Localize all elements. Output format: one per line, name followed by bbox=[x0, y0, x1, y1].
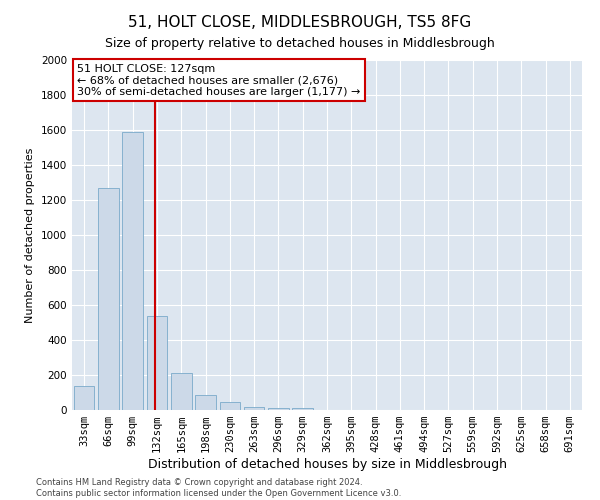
Bar bbox=[146, 316, 167, 410]
Text: 51, HOLT CLOSE, MIDDLESBROUGH, TS5 8FG: 51, HOLT CLOSE, MIDDLESBROUGH, TS5 8FG bbox=[128, 15, 472, 30]
Bar bbox=[74, 386, 94, 410]
X-axis label: Distribution of detached houses by size in Middlesbrough: Distribution of detached houses by size … bbox=[148, 458, 506, 471]
Bar bbox=[122, 132, 143, 410]
Bar bbox=[98, 188, 119, 410]
Text: Size of property relative to detached houses in Middlesbrough: Size of property relative to detached ho… bbox=[105, 38, 495, 51]
Bar bbox=[244, 406, 265, 410]
Text: Contains HM Land Registry data © Crown copyright and database right 2024.
Contai: Contains HM Land Registry data © Crown c… bbox=[36, 478, 401, 498]
Bar bbox=[292, 408, 313, 410]
Bar bbox=[220, 402, 240, 410]
Bar bbox=[171, 373, 191, 410]
Bar bbox=[268, 408, 289, 410]
Y-axis label: Number of detached properties: Number of detached properties bbox=[25, 148, 35, 322]
Text: 51 HOLT CLOSE: 127sqm
← 68% of detached houses are smaller (2,676)
30% of semi-d: 51 HOLT CLOSE: 127sqm ← 68% of detached … bbox=[77, 64, 361, 96]
Bar bbox=[195, 395, 216, 410]
